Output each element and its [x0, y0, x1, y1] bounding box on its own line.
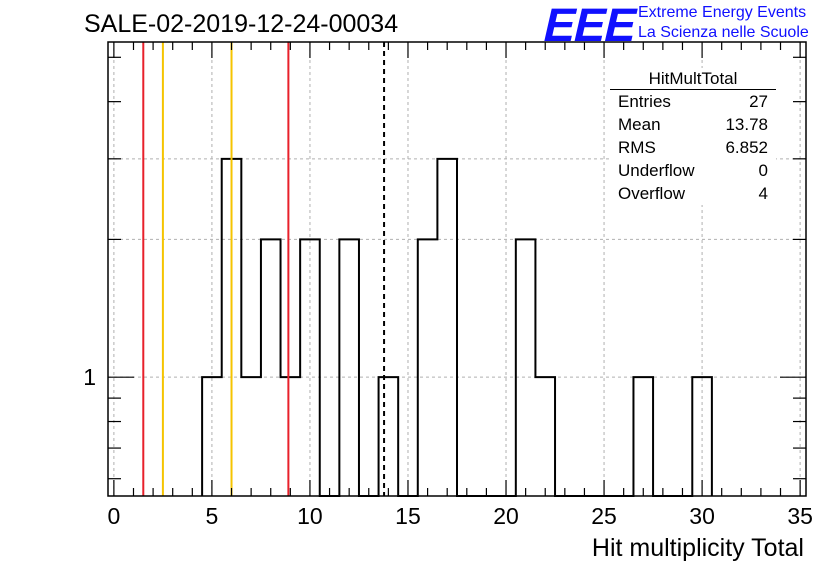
x-tick-label: 20	[493, 503, 519, 529]
plot-frame	[107, 41, 807, 497]
stats-label: Entries	[618, 92, 671, 111]
x-tick-label: 5	[206, 503, 219, 529]
stats-value: 6.852	[725, 138, 768, 157]
x-axis-label: Hit multiplicity Total	[591, 534, 804, 562]
x-tick-label: 30	[689, 503, 715, 529]
stats-title: HitMultTotal	[610, 68, 776, 90]
stats-row-entries: Entries 27	[610, 90, 776, 113]
histogram-bar	[202, 377, 222, 496]
run-title: SALE-02-2019-12-24-00034	[84, 10, 399, 38]
histogram-bar	[339, 239, 359, 496]
stats-value: 13.78	[725, 115, 768, 134]
eee-logo-line2: La Scienza nelle Scuole	[638, 24, 809, 41]
stats-label: Overflow	[618, 184, 686, 203]
stats-row-mean: Mean 13.78	[610, 113, 776, 136]
histogram-bar	[437, 159, 457, 496]
stats-value: 27	[749, 92, 768, 111]
histogram-bar	[261, 239, 281, 496]
stats-row-overflow: Overflow 4	[610, 182, 776, 205]
y-tick-label: 1	[83, 364, 96, 390]
x-tick-label: 25	[591, 503, 617, 529]
x-tick-label: 10	[297, 503, 323, 529]
histogram-bar	[516, 239, 536, 496]
x-tick-label: 0	[107, 503, 120, 529]
x-tick-label: 15	[395, 503, 421, 529]
histogram-bar	[379, 377, 399, 496]
stats-label: RMS	[618, 138, 656, 157]
histogram-bar	[281, 377, 301, 496]
histogram-outline	[201, 157, 713, 497]
histogram-bar	[535, 377, 555, 496]
eee-logo: EEE	[543, 0, 636, 51]
stats-label: Underflow	[618, 161, 695, 180]
stats-row-underflow: Underflow 0	[610, 159, 776, 182]
histogram-bar	[241, 377, 261, 496]
x-tick-label: 35	[787, 503, 813, 529]
stats-value: 0	[758, 161, 768, 180]
stats-row-rms: RMS 6.852	[610, 136, 776, 159]
histogram-bar	[633, 377, 653, 496]
stats-box: HitMultTotal Entries 27 Mean 13.78 RMS 6…	[610, 68, 776, 205]
histogram-bar	[418, 239, 438, 496]
stats-label: Mean	[618, 115, 661, 134]
stats-value: 4	[758, 184, 768, 203]
histogram-bar	[692, 377, 712, 496]
eee-logo-line1: Extreme Energy Events	[638, 4, 807, 21]
